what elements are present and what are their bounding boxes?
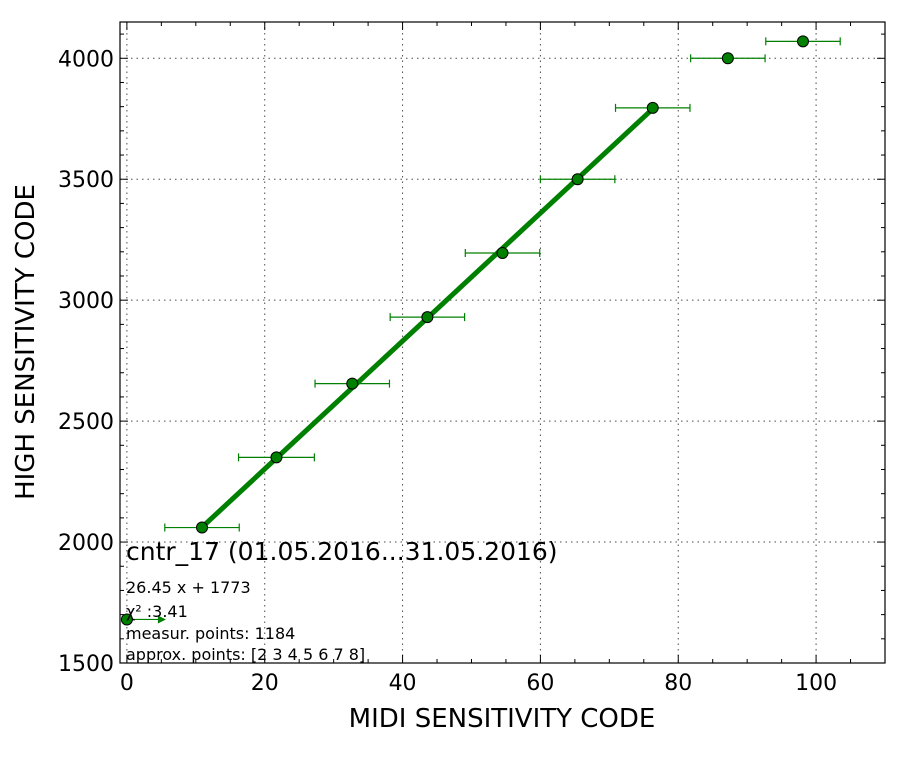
y-tick-label: 3000 — [58, 289, 114, 314]
x-tick-label: 40 — [389, 671, 417, 696]
x-tick-label: 80 — [664, 671, 692, 696]
data-point — [721, 52, 734, 65]
grid — [120, 22, 885, 663]
y-tick-label: 1500 — [58, 652, 114, 677]
data-point — [346, 377, 359, 390]
annotation-measur-points: measur. points: 1184 — [126, 624, 295, 643]
y-tick-label: 4000 — [58, 47, 114, 72]
x-axis-label: MIDI SENSITIVITY CODE — [349, 704, 656, 734]
plot-frame — [119, 21, 886, 664]
annotation-approx-points: approx. points: [2 3 4 5 6 7 8] — [126, 645, 365, 664]
data-point — [421, 311, 434, 324]
y-tick-label: 2500 — [58, 410, 114, 435]
data-points — [120, 35, 809, 626]
data-point — [496, 247, 509, 260]
data-point — [270, 451, 283, 464]
x-tick-label: 0 — [120, 671, 134, 696]
x-tick-label: 100 — [795, 671, 837, 696]
y-tick-label: 3500 — [58, 168, 114, 193]
data-point — [646, 101, 659, 114]
y-axis-label: HIGH SENSITIVITY CODE — [11, 184, 41, 500]
data-point — [571, 173, 584, 186]
annotation-equation: 26.45 x + 1773 — [126, 578, 251, 597]
y-tick-label: 2000 — [58, 531, 114, 556]
x-tick-label: 20 — [251, 671, 279, 696]
legend-arrow-head — [157, 615, 166, 624]
plot-background — [120, 22, 885, 663]
annotation-title: cntr_17 (01.05.2016...31.05.2016) — [126, 537, 558, 566]
data-point — [196, 521, 209, 534]
x-tick-label: 60 — [526, 671, 554, 696]
x-axis-ticks: 0 20 40 60 80 100 — [120, 22, 837, 696]
y-axis-ticks: 1500 2000 2500 3000 3500 4000 — [58, 47, 885, 677]
annotation-chi2: χ² :3.41 — [126, 602, 188, 621]
data-point — [796, 35, 809, 48]
